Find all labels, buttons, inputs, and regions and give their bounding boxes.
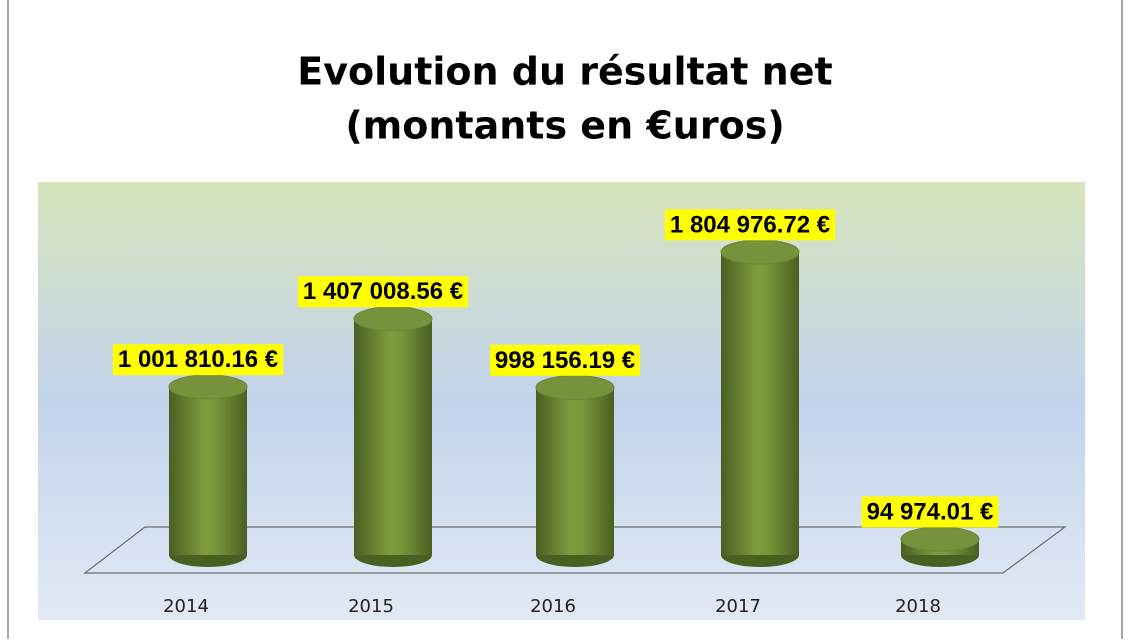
bar-top — [900, 526, 980, 552]
value-label: 998 156.19 € — [495, 347, 635, 374]
value-label: 94 974.01 € — [867, 498, 994, 525]
bar-top — [720, 239, 800, 265]
chart-title: (montants en €uros) — [345, 104, 784, 148]
bar-top — [535, 374, 615, 400]
bar — [536, 387, 614, 555]
bar — [169, 386, 247, 555]
floor — [83, 526, 1067, 574]
value-label-box — [112, 344, 284, 376]
value-label-box — [489, 344, 641, 376]
value-label-box — [664, 209, 836, 241]
chart-title: Evolution du résultat net — [297, 50, 832, 94]
value-label: 1 407 008.56 € — [303, 278, 463, 305]
x-tick-label: 2015 — [348, 596, 394, 617]
bar-top — [353, 306, 433, 332]
bar — [354, 318, 432, 555]
value-label: 1 001 810.16 € — [118, 346, 278, 373]
x-tick-label: 2017 — [715, 596, 761, 617]
x-tick-label: 2018 — [895, 596, 941, 617]
bars: 1 001 810.16 € 1 407 008.56 € 998 156.19 €… — [112, 209, 999, 567]
bar-top — [168, 374, 248, 400]
value-label-box — [861, 496, 999, 528]
value-label: 1 804 976.72 € — [670, 211, 830, 238]
x-tick-label: 2016 — [530, 596, 576, 617]
value-label-box — [297, 276, 469, 308]
bar — [721, 252, 799, 555]
x-tick-label: 2014 — [163, 596, 209, 617]
